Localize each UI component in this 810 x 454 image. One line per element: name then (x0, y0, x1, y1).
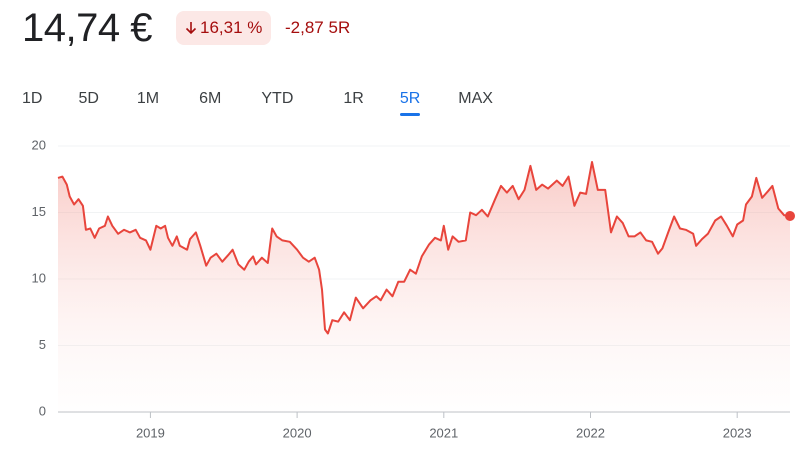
y-tick-label: 5 (39, 337, 46, 352)
x-tick-label: 2023 (723, 425, 752, 440)
y-tick-label: 15 (32, 204, 46, 219)
price: 14,74 € (22, 6, 152, 50)
range-tab[interactable]: 6M (199, 90, 222, 107)
range-tab[interactable]: 5D (78, 90, 99, 107)
down-arrow (185, 22, 197, 35)
change-value: -2,87 (285, 18, 324, 37)
x-tick-label: 2020 (283, 425, 312, 440)
range-tabs: 1D 5D 1M 6M YTD 1R 5R MAX (22, 84, 533, 116)
change: -2,87 5R (285, 11, 350, 45)
area (58, 162, 790, 412)
price-line (57, 161, 791, 335)
last-point (785, 210, 795, 221)
y-tick-label: 0 (39, 403, 46, 418)
y-tick-label: 10 (32, 270, 46, 285)
x-tick-label: 2021 (429, 425, 458, 440)
range-tab[interactable]: 1R (343, 90, 364, 107)
x-tick-label: 2019 (136, 425, 165, 440)
change-period: 5R (328, 18, 351, 37)
range-tab[interactable]: 1M (136, 90, 160, 107)
y-tick-label: 20 (32, 137, 46, 152)
x-tick-label: 2022 (576, 425, 605, 440)
range-tab[interactable]: 5R (399, 84, 421, 116)
change-percent: 16,31 % (200, 18, 263, 37)
range-tab[interactable]: 1D (22, 90, 43, 107)
range-tab[interactable]: YTD (261, 90, 294, 107)
change-badge: 16,31 % (176, 11, 272, 45)
range-tab[interactable]: MAX (458, 90, 493, 107)
